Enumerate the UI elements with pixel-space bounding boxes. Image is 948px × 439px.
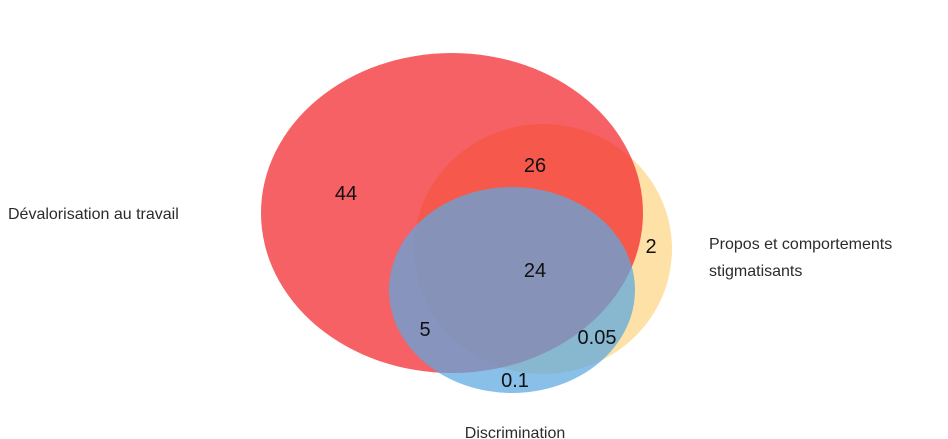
circle-discrimination: [389, 187, 635, 393]
label-propos-line2: stigmatisants: [709, 263, 802, 280]
region-value-propos-only: 2: [645, 236, 656, 258]
region-value-all-three: 24: [524, 260, 546, 282]
region-value-devalorisation-propos: 26: [524, 155, 546, 177]
label-devalorisation: Dévalorisation au travail: [8, 206, 179, 223]
label-propos-line1: Propos et comportements: [709, 236, 892, 253]
region-value-propos-discrimination: 0.05: [578, 327, 617, 349]
region-value-discrimination-only: 0.1: [501, 370, 529, 392]
label-discrimination: Discrimination: [465, 425, 565, 439]
region-value-devalorisation-discrimination: 5: [419, 319, 430, 341]
region-value-devalorisation-only: 44: [335, 183, 357, 205]
